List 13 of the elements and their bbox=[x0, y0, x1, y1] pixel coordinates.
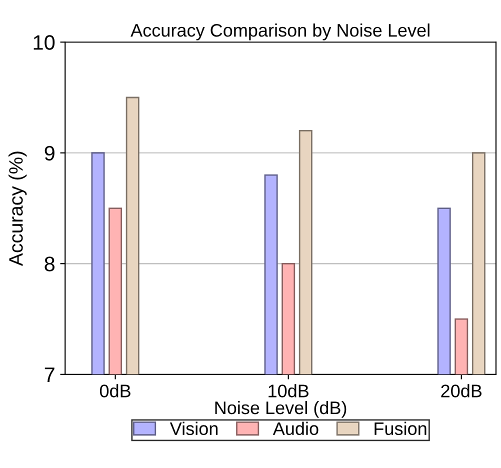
legend-label: Fusion bbox=[374, 422, 426, 436]
y-tick-label: 7 bbox=[44, 368, 54, 382]
y-tick-label: 8 bbox=[44, 256, 55, 272]
legend-label: Audio bbox=[272, 422, 318, 436]
x-tick-label: 10dB bbox=[268, 384, 308, 398]
x-tick-label: 20dB bbox=[441, 384, 482, 398]
x-tick-label: 0dB bbox=[100, 384, 130, 398]
legend-label: Vision bbox=[170, 422, 218, 436]
y-axis-title: Accuracy (%) bbox=[8, 152, 27, 266]
x-axis-title: Noise Level (dB) bbox=[215, 400, 346, 418]
y-tick-label: 10 bbox=[34, 35, 55, 50]
y-tick-label: 9 bbox=[44, 146, 54, 161]
chart-title: Accuracy Comparison by Noise Level bbox=[130, 23, 430, 40]
